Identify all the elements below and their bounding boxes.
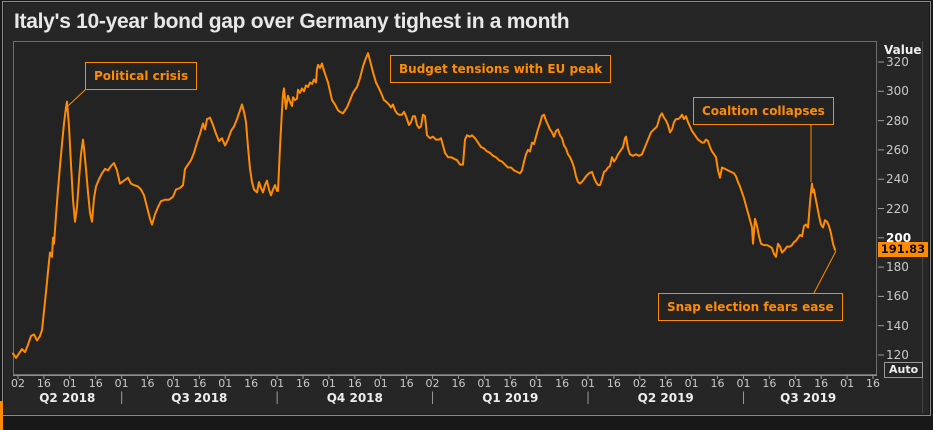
x-axis-tick-label: 16 [710, 377, 725, 390]
window-titlebar[interactable]: Italy's 10-year bond gap over Germany ti… [4, 3, 927, 40]
y-axis-tick-label: 200 [886, 230, 912, 245]
y-axis-tick-label: 240 [886, 172, 909, 187]
x-axis-tick-label: 01 [529, 377, 544, 390]
quarter-separator: | [430, 390, 435, 404]
x-axis-tick-label: 01 [218, 377, 233, 390]
quarter-label: Q3 2018 [171, 391, 228, 405]
x-axis-tick-label: 16 [244, 377, 259, 390]
y-axis-tick-label: 180 [886, 260, 909, 275]
x-axis-tick-label: 01 [477, 377, 492, 390]
x-axis-tick-label: 01 [684, 377, 699, 390]
x-axis-tick-label: 01 [840, 377, 855, 390]
page-title: Italy's 10-year bond gap over Germany ti… [14, 10, 570, 33]
x-axis-tick-label: 16 [451, 377, 466, 390]
date-axis[interactable]: 02 16 01 16 01 16 01 16 01 16 01 16 01 16 01 16 02 16 01 16… [0, 376, 933, 410]
quarter-separator: | [119, 390, 124, 404]
x-axis-tick-label: 16 [814, 377, 829, 390]
quarter-separator: | [586, 390, 591, 404]
x-axis-tick-label: 01 [581, 377, 595, 390]
x-axis-tick-label: 16 [866, 377, 880, 390]
value-axis[interactable]: Value 320 300 280 260 240 220 200 180 160 140 120 … [878, 41, 928, 391]
y-axis-tick-label: 120 [886, 348, 909, 362]
x-axis-tick-label: 16 [192, 377, 207, 390]
y-axis-tick-label: 220 [886, 201, 909, 216]
quarter-label: Q2 2018 [39, 391, 96, 405]
value-axis-title: Value [884, 43, 922, 57]
x-axis-tick-label: 01 [114, 377, 129, 390]
x-axis-tick-label: 01 [270, 377, 285, 390]
x-axis-tick-label: 16 [658, 377, 673, 390]
x-axis-tick-label: 01 [736, 377, 751, 390]
x-axis-tick-label: 01 [373, 377, 388, 390]
x-axis-tick-label: 16 [606, 377, 621, 390]
quarter-label: Q4 2018 [326, 391, 383, 405]
quarter-label: Q2 2019 [637, 391, 694, 405]
stray-chart-fragment [0, 401, 3, 430]
y-axis-tick-label: 160 [886, 289, 909, 304]
x-axis-tick-label: 16 [88, 377, 103, 390]
quarter-separator: | [275, 390, 280, 404]
x-axis-tick-label: 02 [11, 377, 25, 390]
x-axis-tick-label: 16 [296, 377, 310, 390]
y-axis-tick-label: 300 [886, 84, 909, 99]
x-axis-tick-label: 02 [632, 377, 647, 390]
annotation-budget-tensions: Budget tensions with EU peak [390, 55, 612, 83]
last-value-badge: 191.83 [878, 242, 928, 258]
x-axis-tick-label: 02 [425, 377, 440, 390]
x-axis-tick-label: 16 [399, 377, 414, 390]
x-axis-tick-label: 16 [762, 377, 777, 390]
annotation-coalition-collapses: Coaltion collapses [693, 97, 834, 125]
annotation-snap-election: Snap election fears ease [658, 293, 843, 321]
auto-scale-button[interactable]: Auto [884, 362, 924, 378]
quarter-separator: | [741, 390, 746, 404]
y-axis-tick-label: 280 [886, 113, 909, 128]
x-axis-tick-label: 16 [555, 377, 570, 390]
x-axis-tick-label: 01 [788, 377, 803, 390]
x-axis-tick-label: 16 [503, 377, 518, 390]
x-axis-tick-label: 16 [140, 377, 155, 390]
y-axis-tick-label: 320 [886, 55, 909, 69]
quarter-label: Q1 2019 [482, 391, 539, 405]
x-axis-tick-label: 01 [321, 377, 336, 390]
x-axis-tick-label: 16 [36, 377, 51, 390]
quarter-label: Q3 2019 [780, 391, 837, 405]
y-axis-tick-label: 260 [886, 142, 909, 157]
x-axis-tick-label: 16 [347, 377, 362, 390]
x-axis-tick-label: 01 [62, 377, 77, 390]
x-axis-tick-label: 01 [166, 377, 181, 390]
y-axis-tick-label: 140 [886, 318, 909, 333]
annotation-political-crisis: Political crisis [85, 62, 198, 90]
